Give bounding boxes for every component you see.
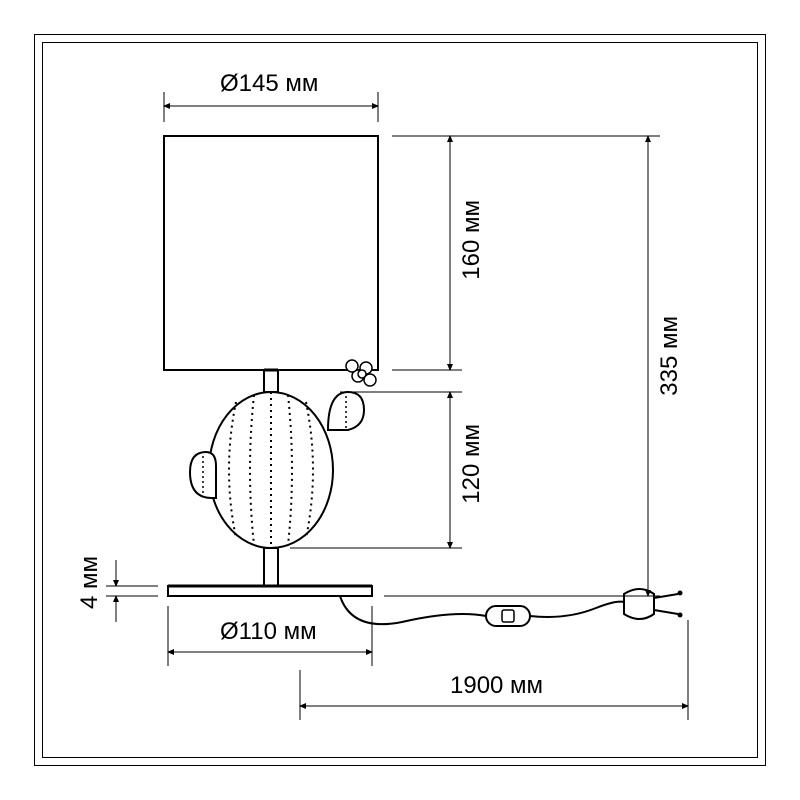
label-base-diameter: Ø110 мм — [220, 618, 317, 646]
label-base-thickness: 4 мм — [76, 556, 104, 609]
cactus-arm-left — [190, 452, 216, 498]
power-plug — [624, 589, 683, 619]
label-shade-height: 160 мм — [458, 200, 486, 280]
stem-bottom — [264, 548, 278, 586]
dim-base-thickness — [106, 560, 158, 622]
lamp-base — [168, 586, 372, 596]
label-shade-diameter: Ø145 мм — [220, 70, 318, 98]
label-total-height: 335 мм — [656, 316, 684, 396]
cactus-body — [209, 392, 333, 548]
dim-total-height — [384, 136, 660, 596]
stem-top — [264, 370, 278, 392]
label-cord-length: 1900 мм — [450, 672, 543, 700]
label-cactus-height: 120 мм — [458, 424, 486, 504]
dim-shade-height — [392, 136, 462, 370]
lamp-shade — [164, 136, 378, 370]
cactus-arm-right — [328, 392, 364, 430]
power-cord — [340, 589, 683, 626]
diagram-svg — [0, 0, 800, 800]
dim-cord-length — [300, 620, 688, 720]
